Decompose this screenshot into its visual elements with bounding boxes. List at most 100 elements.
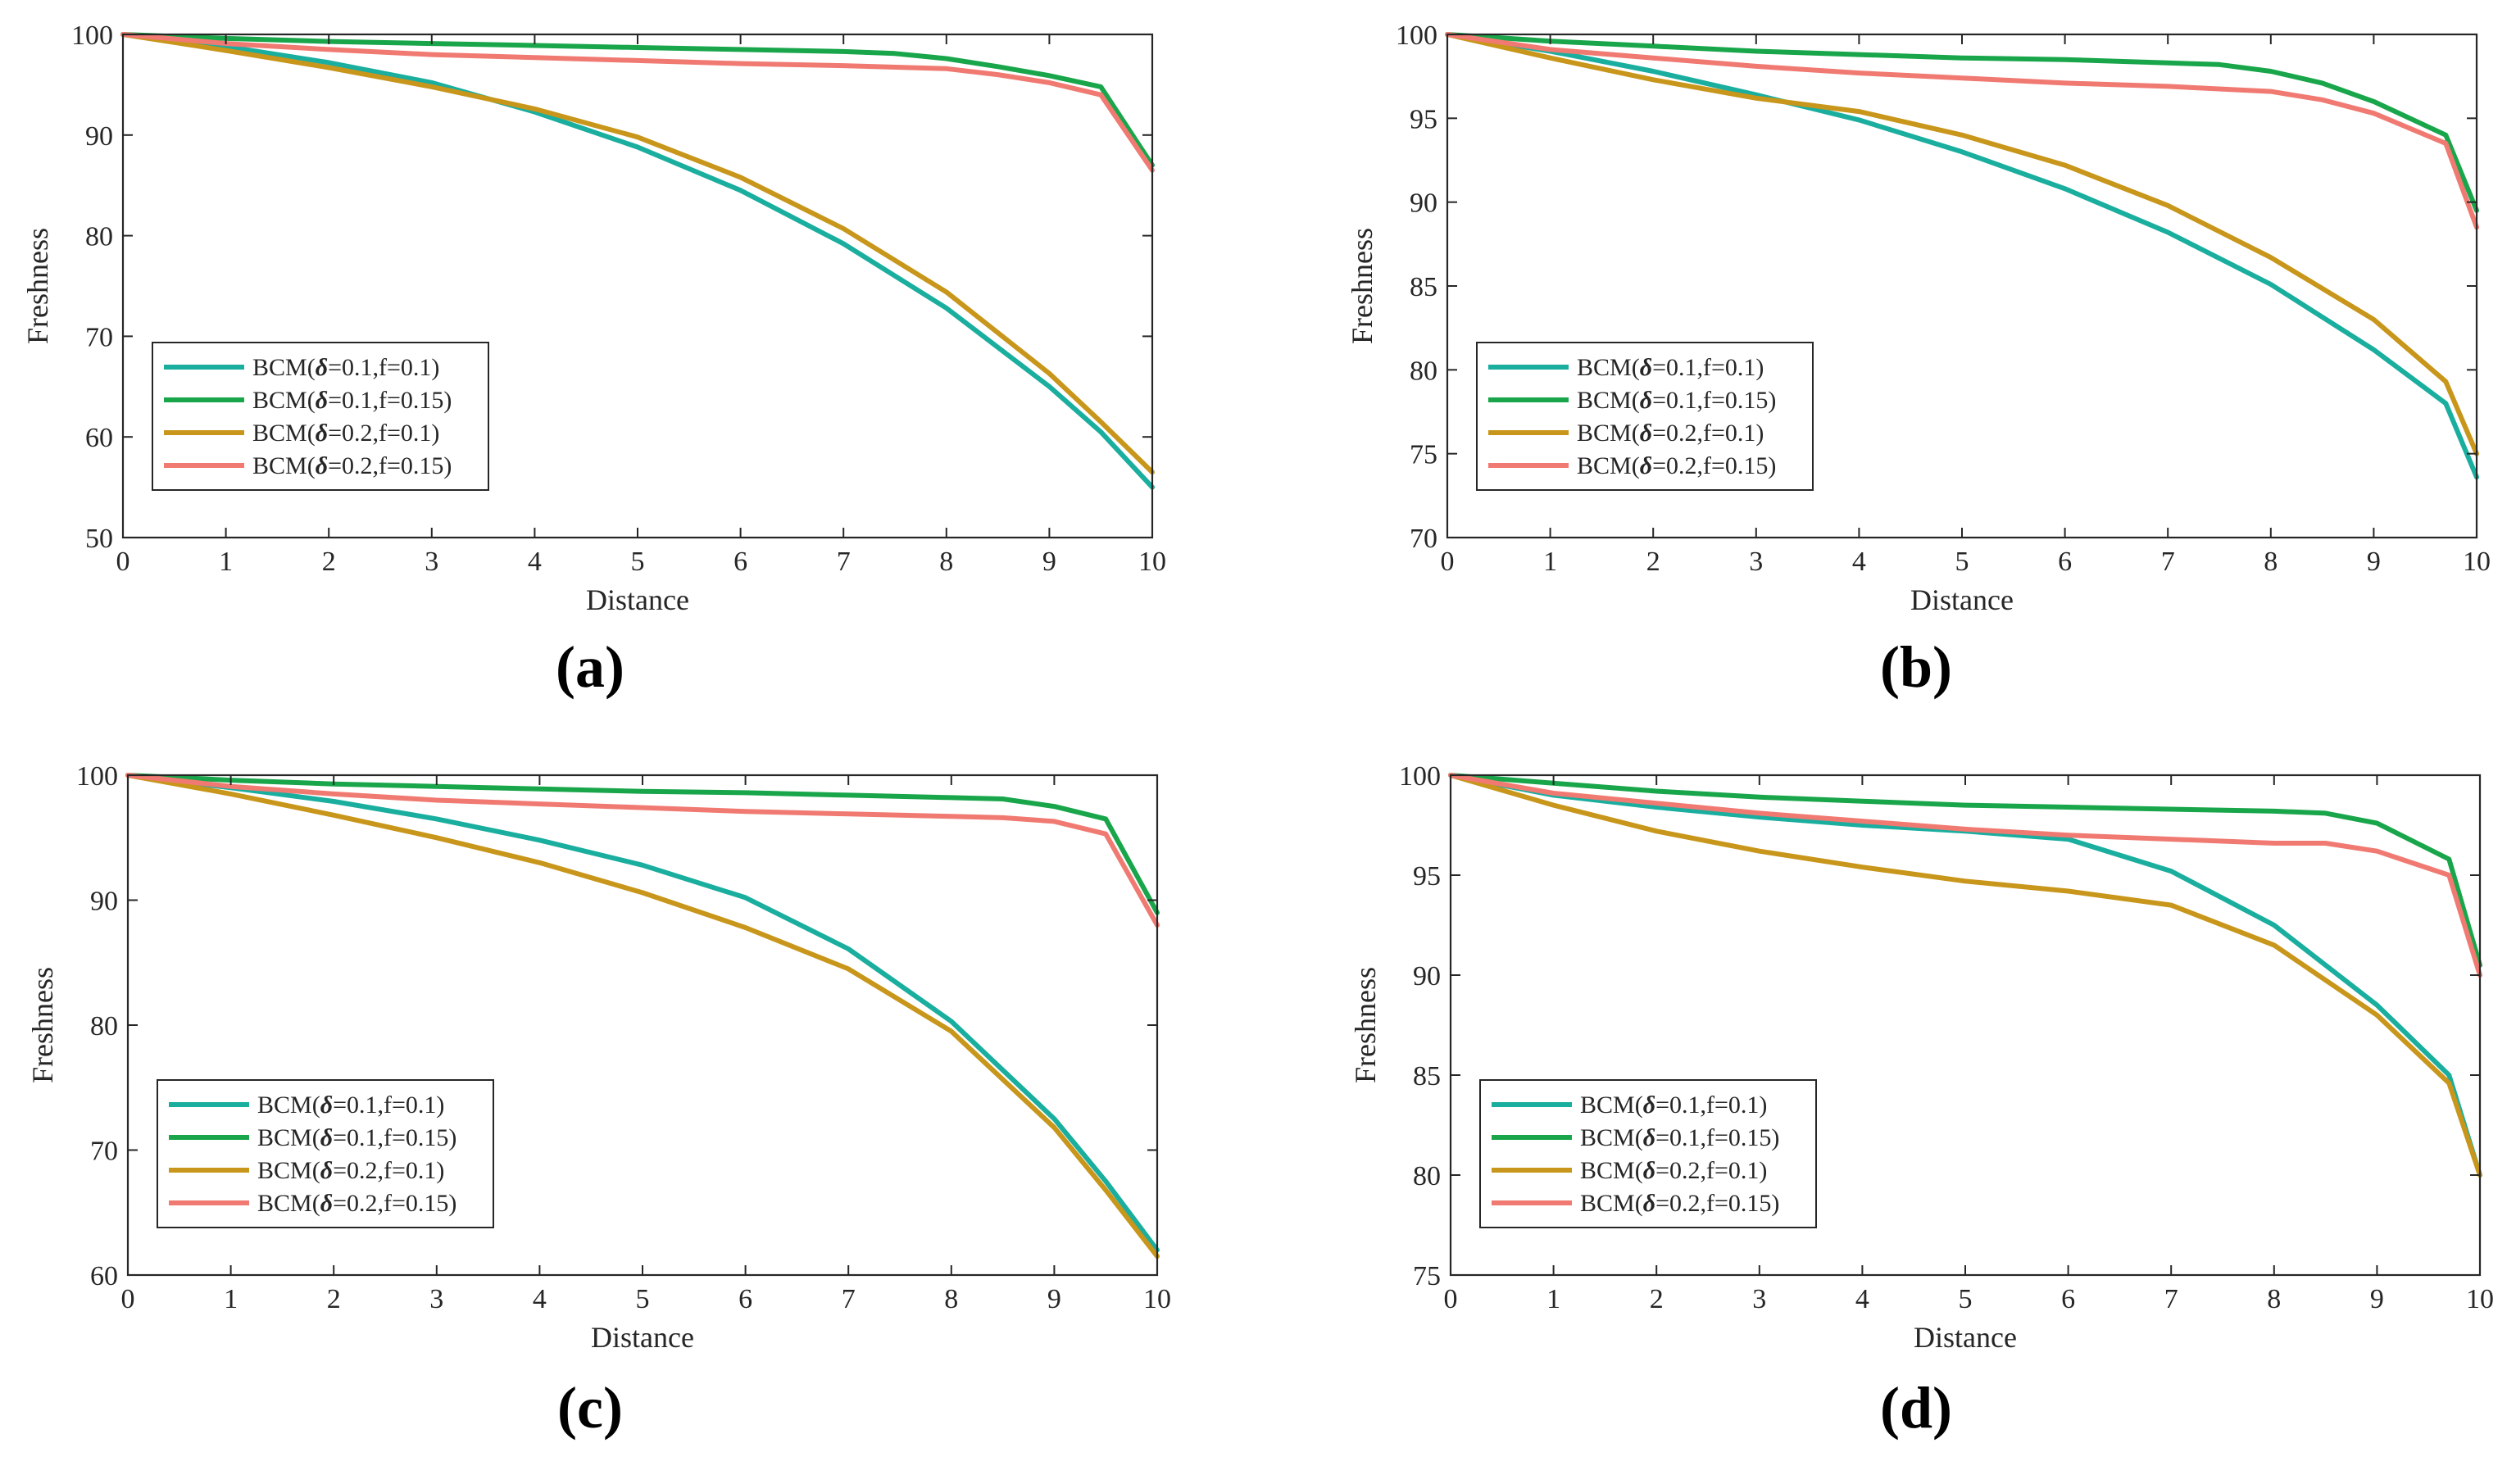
legend-entry: BCM(δ=0.1,f=0.15) <box>1577 387 1776 414</box>
legend-entry: BCM(δ=0.2,f=0.1) <box>252 420 439 447</box>
panel-label: (a) <box>556 634 624 700</box>
x-tick-label: 10 <box>2466 1284 2494 1314</box>
series-line-3 <box>120 32 1155 475</box>
x-tick-label: 5 <box>1955 547 1969 577</box>
y-axis-label: Freshness <box>1346 228 1378 344</box>
x-tick-label: 8 <box>2267 1284 2281 1314</box>
y-axis-label: Freshness <box>26 967 59 1083</box>
legend: BCM(δ=0.1,f=0.1) BCM(δ=0.1,f=0.15) BCM(δ=0… <box>157 1079 494 1228</box>
x-tick-label: 2 <box>1646 547 1660 577</box>
legend-entry: BCM(δ=0.2,f=0.1) <box>1577 420 1764 447</box>
legend-entry: BCM(δ=0.1,f=0.15) <box>1580 1124 1779 1151</box>
x-tick-label: 6 <box>2061 1284 2075 1314</box>
y-tick-label: 60 <box>90 1261 118 1291</box>
y-tick-label: 90 <box>85 121 113 152</box>
y-tick-label: 95 <box>1413 861 1441 892</box>
x-tick-label: 10 <box>1143 1284 1171 1314</box>
y-tick-label: 70 <box>90 1137 118 1167</box>
y-tick-label: 80 <box>90 1011 118 1042</box>
x-tick-label: 0 <box>116 547 130 577</box>
legend-entry: BCM(δ=0.1,f=0.1) <box>1580 1091 1767 1119</box>
y-tick-label: 60 <box>85 423 113 453</box>
y-tick-label: 80 <box>85 222 113 252</box>
x-tick-label: 7 <box>837 547 851 577</box>
x-tick-label: 1 <box>219 547 233 577</box>
y-axis-label: Freshness <box>1349 967 1382 1083</box>
legend-entry: BCM(δ=0.1,f=0.1) <box>252 354 439 381</box>
series-line-2 <box>125 773 1160 915</box>
x-tick-label: 2 <box>1650 1284 1664 1314</box>
y-tick-label: 95 <box>1410 104 1437 134</box>
x-tick-label: 3 <box>1749 547 1763 577</box>
x-axis-label: Distance <box>586 583 689 616</box>
series-group <box>1445 32 2479 480</box>
x-tick-label: 10 <box>2463 547 2491 577</box>
y-tick-label: 100 <box>71 20 113 51</box>
y-tick-label: 80 <box>1410 356 1437 386</box>
x-tick-label: 6 <box>733 547 747 577</box>
x-tick-label: 1 <box>224 1284 238 1314</box>
legend-entry: BCM(δ=0.1,f=0.15) <box>252 387 452 414</box>
series-line-2 <box>120 32 1155 168</box>
x-tick-label: 5 <box>1959 1284 1973 1314</box>
x-tick-label: 2 <box>327 1284 341 1314</box>
legend: BCM(δ=0.1,f=0.1) BCM(δ=0.1,f=0.15) BCM(δ=0… <box>1476 342 1814 491</box>
y-tick-label: 70 <box>1410 524 1437 554</box>
x-tick-label: 10 <box>1138 547 1166 577</box>
x-tick-label: 6 <box>738 1284 752 1314</box>
series-line-4 <box>1445 32 2479 230</box>
series-line-1 <box>1445 32 2479 480</box>
series-line-4 <box>125 773 1160 928</box>
series-line-4 <box>120 32 1155 173</box>
y-tick-label: 75 <box>1410 440 1437 470</box>
series-group <box>120 32 1155 490</box>
y-tick-label: 75 <box>1413 1261 1441 1291</box>
x-tick-label: 8 <box>2264 547 2278 577</box>
chart-panel-b: 0 1 2 3 4 5 6 7 8 9 10 70 75 80 85 90 95 100 Distance Fresh… <box>1346 20 2491 700</box>
series-line-1 <box>1448 773 2482 1178</box>
x-tick-label: 5 <box>636 1284 650 1314</box>
x-tick-label: 8 <box>944 1284 958 1314</box>
chart-panel-d: 0 1 2 3 4 5 6 7 8 9 10 75 80 85 90 95 100 Distance Freshne… <box>1349 761 2494 1441</box>
x-tick-label: 0 <box>121 1284 135 1314</box>
x-tick-label: 3 <box>425 547 438 577</box>
y-tick-label: 70 <box>85 322 113 352</box>
legend-entry: BCM(δ=0.2,f=0.1) <box>1580 1157 1767 1184</box>
x-tick-label: 9 <box>2367 547 2381 577</box>
x-tick-label: 0 <box>1441 547 1455 577</box>
series-line-2 <box>1448 773 2482 968</box>
x-tick-label: 2 <box>322 547 336 577</box>
x-tick-label: 3 <box>429 1284 443 1314</box>
x-tick-label: 4 <box>533 1284 547 1314</box>
series-line-3 <box>1448 773 2482 1178</box>
series-line-3 <box>125 773 1160 1259</box>
y-tick-label: 100 <box>1399 761 1441 792</box>
legend: BCM(δ=0.1,f=0.1) BCM(δ=0.1,f=0.15) BCM(δ=0… <box>152 342 489 491</box>
x-tick-label: 4 <box>528 547 542 577</box>
legend-entry: BCM(δ=0.1,f=0.1) <box>1577 354 1764 381</box>
x-tick-label: 8 <box>939 547 953 577</box>
panel-label: (d) <box>1880 1375 1952 1441</box>
panel-label: (c) <box>557 1375 623 1441</box>
series-group <box>1448 773 2482 1178</box>
y-tick-label: 90 <box>1413 961 1441 992</box>
x-axis-label: Distance <box>591 1321 694 1354</box>
y-tick-label: 85 <box>1413 1061 1441 1091</box>
x-tick-label: 0 <box>1444 1284 1458 1314</box>
panel-label: (b) <box>1880 634 1952 700</box>
legend-entry: BCM(δ=0.1,f=0.15) <box>257 1124 456 1151</box>
y-tick-label: 90 <box>1410 188 1437 219</box>
legend-entry: BCM(δ=0.2,f=0.15) <box>1577 452 1776 479</box>
legend-entry: BCM(δ=0.2,f=0.15) <box>257 1190 456 1217</box>
series-line-3 <box>1445 32 2479 456</box>
x-tick-label: 5 <box>631 547 645 577</box>
series-line-1 <box>120 32 1155 490</box>
x-tick-label: 1 <box>1543 547 1557 577</box>
x-tick-label: 7 <box>2161 547 2175 577</box>
x-tick-label: 9 <box>1047 1284 1061 1314</box>
series-line-4 <box>1448 773 2482 978</box>
x-axis-label: Distance <box>1910 583 2014 616</box>
x-tick-label: 3 <box>1752 1284 1766 1314</box>
x-tick-label: 7 <box>842 1284 856 1314</box>
y-tick-label: 100 <box>76 761 118 792</box>
